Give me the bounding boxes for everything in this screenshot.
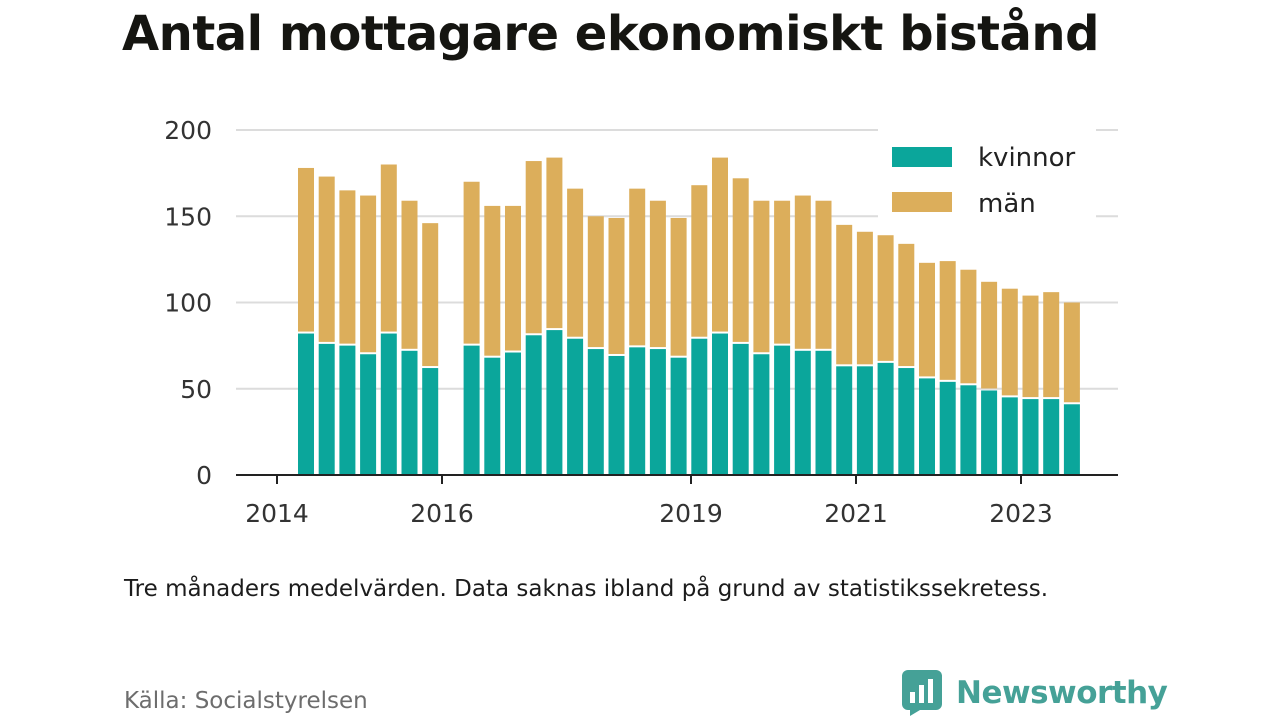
bar-man [422, 223, 439, 367]
y-tick-label: 50 [180, 375, 212, 404]
bar-kvinnor [505, 352, 521, 475]
bar-man [484, 205, 501, 356]
legend: kvinnor män [878, 126, 1096, 219]
bar-man [360, 195, 377, 353]
bar-man [463, 181, 480, 344]
bar-kvinnor [815, 350, 832, 475]
bar-kvinnor [981, 390, 998, 475]
bar-man [546, 157, 563, 329]
bar-kvinnor [380, 333, 397, 475]
bar-kvinnor [753, 354, 770, 475]
bar-man [380, 164, 397, 332]
bar-man [318, 176, 335, 342]
bar-kvinnor [856, 366, 873, 475]
bar-kvinnor [629, 347, 646, 475]
bar-man [815, 200, 832, 349]
bar-man [298, 167, 314, 332]
bar-man [712, 157, 728, 332]
bar-kvinnor [360, 354, 377, 475]
bar-man [670, 217, 687, 356]
bar-kvinnor [898, 368, 915, 475]
bar-man [629, 188, 646, 346]
newsworthy-logo: Newsworthy [902, 670, 1168, 716]
chart-note: Tre månaders medelvärden. Data saknas ib… [124, 576, 1049, 602]
bar-man [981, 281, 998, 389]
bar-kvinnor [877, 362, 894, 475]
bar-kvinnor [525, 335, 542, 475]
bar-man [836, 224, 853, 365]
bar-man [587, 216, 604, 348]
bar-man [649, 200, 666, 348]
bar-kvinnor [919, 378, 935, 475]
x-tick-label: 2019 [659, 499, 723, 528]
x-tick-label: 2021 [824, 499, 888, 528]
bar-man [856, 231, 873, 365]
legend-swatch-kvinnor [892, 147, 952, 167]
y-tick-label: 100 [164, 289, 212, 318]
axes: 2014 2016 2019 2021 2023 [236, 474, 1118, 528]
bar-man [1043, 292, 1060, 398]
x-tick-label: 2014 [245, 499, 309, 528]
y-tick-label: 150 [164, 202, 212, 231]
bar-kvinnor [318, 343, 335, 475]
bar-man [753, 200, 770, 353]
bar-man [732, 178, 749, 342]
bar-kvinnor [691, 338, 708, 475]
bar-kvinnor [1043, 399, 1060, 475]
bar-man [794, 195, 811, 349]
bar-kvinnor [1022, 399, 1039, 475]
bar-kvinnor [608, 355, 625, 475]
bar-man [1022, 295, 1039, 398]
bar-kvinnor [649, 349, 666, 475]
source-text: Källa: Socialstyrelsen [124, 688, 368, 714]
bar-kvinnor [732, 343, 749, 475]
bar-man [919, 262, 935, 377]
bar-man [608, 217, 625, 354]
bar-kvinnor [401, 350, 418, 475]
brand-name: Newsworthy [956, 675, 1168, 711]
bar-man [960, 269, 977, 384]
bar-kvinnor [960, 385, 977, 475]
x-tick-label: 2016 [410, 499, 474, 528]
bar-man [691, 185, 708, 337]
bar-kvinnor [836, 366, 853, 475]
bar-man [774, 200, 791, 344]
bar-kvinnor [484, 357, 501, 475]
bar-man [1063, 302, 1080, 403]
bar-kvinnor [463, 345, 480, 475]
bar-kvinnor [1001, 397, 1018, 475]
x-tick-label: 2023 [989, 499, 1053, 528]
bar-kvinnor [298, 333, 314, 475]
bar-man [525, 161, 542, 334]
bar-man [898, 243, 915, 367]
bars [298, 157, 1080, 475]
bar-man [339, 190, 356, 344]
bar-man [939, 261, 956, 380]
bar-kvinnor [546, 330, 563, 475]
bar-man [567, 188, 584, 337]
y-tick-label: 0 [196, 461, 212, 490]
bar-man [505, 205, 521, 351]
bar-kvinnor [712, 333, 728, 475]
bar-man [1001, 288, 1018, 396]
bar-kvinnor [1063, 404, 1080, 475]
bar-kvinnor [587, 349, 604, 475]
chart-title: Antal mottagare ekonomiskt bistånd [122, 6, 1099, 62]
y-tick-label: 200 [164, 116, 212, 145]
bar-kvinnor [567, 338, 584, 475]
legend-label-man: män [978, 189, 1036, 219]
bar-kvinnor [939, 381, 956, 475]
bar-kvinnor [422, 368, 439, 475]
bar-kvinnor [774, 345, 791, 475]
legend-swatch-man [892, 192, 952, 212]
bar-man [877, 235, 894, 361]
bar-man [401, 200, 418, 349]
legend-label-kvinnor: kvinnor [978, 143, 1076, 173]
newsworthy-logo-icon [902, 670, 942, 716]
bar-kvinnor [794, 350, 811, 475]
bar-kvinnor [670, 357, 687, 475]
bar-kvinnor [339, 345, 356, 475]
